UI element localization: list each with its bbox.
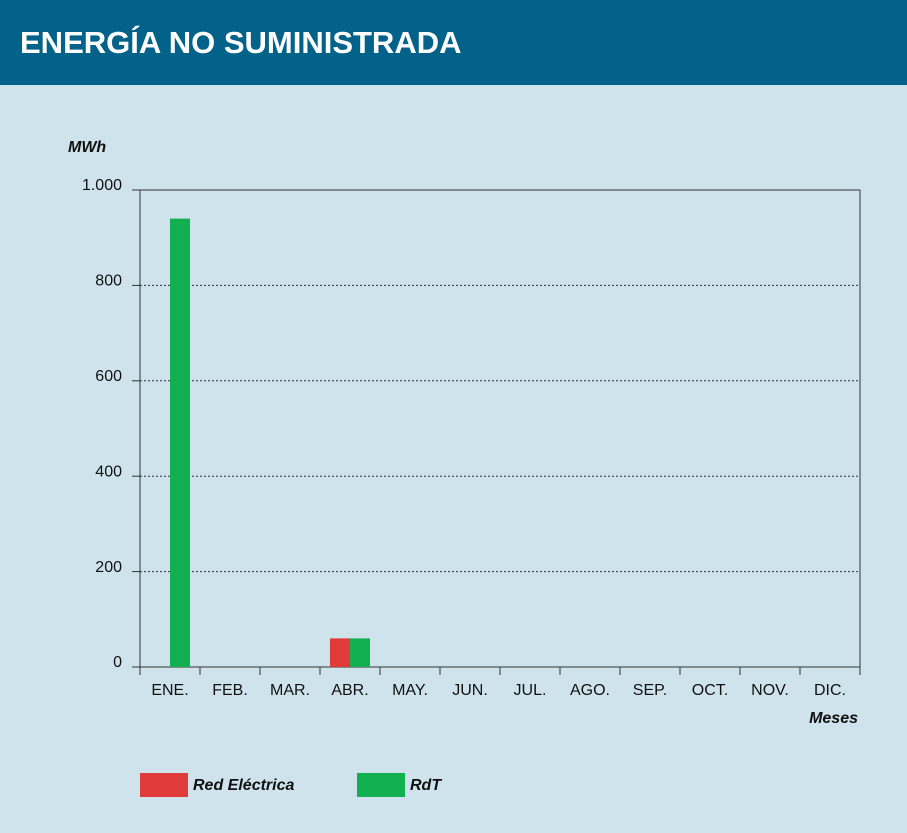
legend-swatch [140,773,188,797]
x-tick-label: MAR. [270,682,310,699]
bar [350,638,370,667]
y-tick-label: 400 [95,463,122,480]
bar [330,638,350,667]
x-tick-label: AGO. [570,682,610,699]
x-tick-label: MAY. [392,682,428,699]
y-tick-label: 200 [95,559,122,576]
y-tick-label: 600 [95,368,122,385]
x-tick-label: ENE. [151,682,188,699]
y-tick-label: 1.000 [82,177,122,194]
x-axis-title: Meses [809,710,858,727]
x-tick-label: OCT. [692,682,728,699]
x-tick-label: ABR. [331,682,368,699]
bar [170,218,190,667]
x-tick-label: DIC. [814,682,846,699]
x-tick-label: JUN. [452,682,488,699]
legend-swatch [357,773,405,797]
x-tick-label: JUL. [514,682,547,699]
y-axis-title: MWh [68,139,106,156]
chart-title: ENERGÍA NO SUMINISTRADA [20,25,461,60]
x-tick-label: NOV. [751,682,789,699]
x-tick-label: SEP. [633,682,667,699]
legend-text: Red Eléctrica [193,777,294,794]
legend-text: RdT [410,777,442,794]
y-tick-label: 800 [95,273,122,290]
y-tick-label: 0 [113,654,122,671]
x-tick-label: FEB. [212,682,248,699]
header-band [0,0,907,85]
